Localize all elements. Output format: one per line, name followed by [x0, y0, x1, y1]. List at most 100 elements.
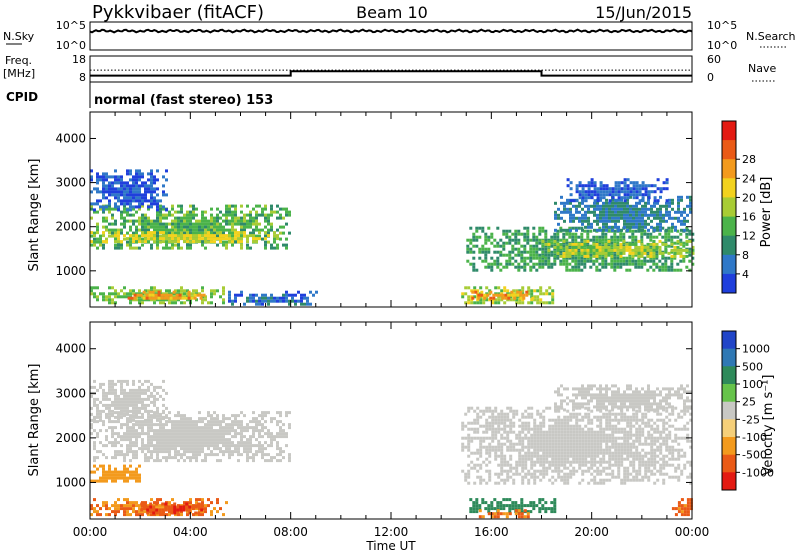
heatmap-cell [509, 463, 513, 467]
heatmap-cell [147, 438, 150, 442]
heatmap-cell [661, 251, 665, 255]
heatmap-cell [177, 414, 180, 418]
heatmap-cell [161, 511, 165, 515]
heatmap-cell [596, 228, 599, 232]
heatmap-cell [500, 298, 504, 302]
heatmap-cell [577, 226, 581, 230]
heatmap-cell [135, 473, 138, 477]
heatmap-cell [659, 190, 663, 194]
heatmap-cell [593, 469, 597, 473]
heatmap-cell [258, 222, 261, 226]
heatmap-cell [515, 460, 519, 464]
heatmap-cell [479, 451, 483, 455]
heatmap-cell [617, 198, 620, 202]
heatmap-cell [590, 418, 594, 422]
heatmap-cell [632, 213, 635, 217]
heatmap-cell [96, 190, 99, 194]
heatmap-cell [210, 432, 213, 436]
heatmap-cell [111, 190, 114, 194]
heatmap-cell [189, 243, 192, 247]
heatmap-cell [237, 453, 240, 457]
heatmap-cell [638, 225, 641, 229]
heatmap-cell [521, 466, 525, 470]
heatmap-cell [120, 240, 123, 244]
heatmap-cell [249, 420, 252, 424]
heatmap-cell [526, 235, 530, 239]
heatmap-cell [270, 228, 273, 232]
colorbar-swatch [722, 235, 736, 256]
heatmap-cell [658, 259, 662, 263]
heatmap-cell [484, 241, 488, 245]
heatmap-cell [521, 430, 525, 434]
heatmap-cell [267, 216, 270, 220]
heatmap-cell [542, 475, 546, 479]
heatmap-cell [162, 456, 165, 460]
heatmap-cell [141, 406, 144, 410]
heatmap-cell [90, 202, 93, 206]
heatmap-cell [159, 385, 162, 389]
heatmap-cell [494, 457, 498, 461]
heatmap-cell [147, 435, 150, 439]
heatmap-cell [547, 262, 551, 266]
heatmap-cell [123, 470, 126, 474]
heatmap-cell [641, 219, 644, 223]
heatmap-cell [475, 229, 479, 233]
heatmap-cell [156, 202, 159, 206]
heatmap-cell [623, 219, 626, 223]
heatmap-cell [129, 199, 132, 203]
heatmap-cell [156, 417, 159, 421]
heatmap-cell [135, 178, 138, 182]
heatmap-cell [548, 430, 552, 434]
heatmap-cell [486, 293, 490, 297]
heatmap-cell [156, 447, 159, 451]
heatmap-cell [174, 414, 177, 418]
heatmap-cell [126, 406, 129, 410]
heatmap-cell [503, 424, 507, 428]
heatmap-cell [472, 250, 476, 254]
heatmap-cell [481, 515, 485, 519]
heatmap-cell [231, 204, 234, 208]
heatmap-cell [638, 213, 641, 217]
heatmap-cell [539, 472, 543, 476]
heatmap-cell [521, 298, 525, 302]
heatmap-cell [541, 504, 545, 508]
heatmap-cell [198, 438, 201, 442]
heatmap-cell [472, 504, 476, 508]
heatmap-cell [180, 286, 183, 290]
heatmap-cell [605, 439, 609, 443]
heatmap-cell [461, 436, 465, 440]
heatmap-cell [147, 423, 150, 427]
heatmap-cell [508, 510, 512, 514]
heatmap-cell [99, 292, 102, 296]
heatmap-cell [508, 259, 512, 263]
heatmap-cell [496, 226, 500, 230]
heatmap-cell [557, 415, 561, 419]
heatmap-cell [637, 254, 641, 258]
heatmap-cell [189, 450, 192, 454]
heatmap-cell [575, 210, 578, 214]
heatmap-cell [102, 240, 105, 244]
heatmap-cell [560, 442, 564, 446]
heatmap-cell [192, 231, 195, 235]
heatmap-cell [261, 429, 264, 433]
heatmap-cell [629, 195, 632, 199]
heatmap-cell [508, 253, 512, 257]
heatmap-cell [252, 234, 255, 238]
heatmap-cell [616, 245, 620, 249]
heatmap-cell [255, 420, 258, 424]
heatmap-cell [123, 207, 126, 211]
heatmap-cell [222, 513, 225, 517]
heatmap-cell [598, 241, 602, 245]
heatmap-cell [255, 426, 258, 430]
heatmap-cell [512, 412, 516, 416]
heatmap-cell [578, 433, 582, 437]
heatmap-cell [159, 438, 162, 442]
heatmap-cell [261, 296, 264, 300]
heatmap-cell [114, 234, 117, 238]
heatmap-cell [249, 450, 252, 454]
heatmap-cell [282, 423, 285, 427]
heatmap-cell [111, 187, 114, 191]
heatmap-cell [545, 289, 549, 293]
heatmap-cell [536, 445, 540, 449]
heatmap-cell [96, 435, 99, 439]
